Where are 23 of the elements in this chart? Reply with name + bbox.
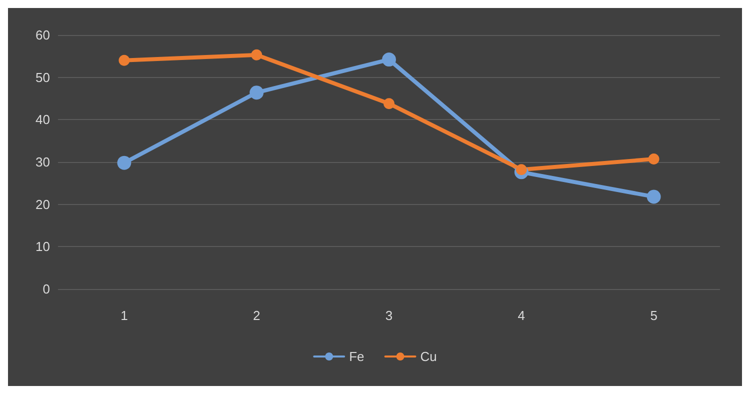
y-tick-label: 60 (36, 28, 50, 42)
point (118, 54, 130, 66)
point (384, 98, 394, 110)
y-tick-label: 10 (36, 239, 50, 254)
legend-label: Cu (420, 349, 437, 364)
point (646, 190, 661, 204)
y-tick-label: 50 (36, 70, 50, 85)
legend-label: Fe (349, 349, 364, 364)
y-tick-label: 20 (36, 196, 50, 212)
x-tick-label: 1 (120, 308, 128, 323)
x-tick-label: 3 (385, 308, 393, 323)
point (648, 154, 660, 165)
y-tick-label: 30 (36, 154, 50, 170)
point (516, 164, 527, 176)
x-tick-label: 4 (518, 308, 526, 323)
point (250, 86, 264, 100)
point (382, 52, 396, 67)
x-tick-label: 5 (650, 308, 658, 323)
y-tick-label: 0 (42, 282, 50, 296)
point (251, 49, 262, 60)
x-tick-label: 2 (252, 308, 260, 323)
point (117, 156, 132, 170)
y-tick-label: 40 (36, 112, 50, 128)
